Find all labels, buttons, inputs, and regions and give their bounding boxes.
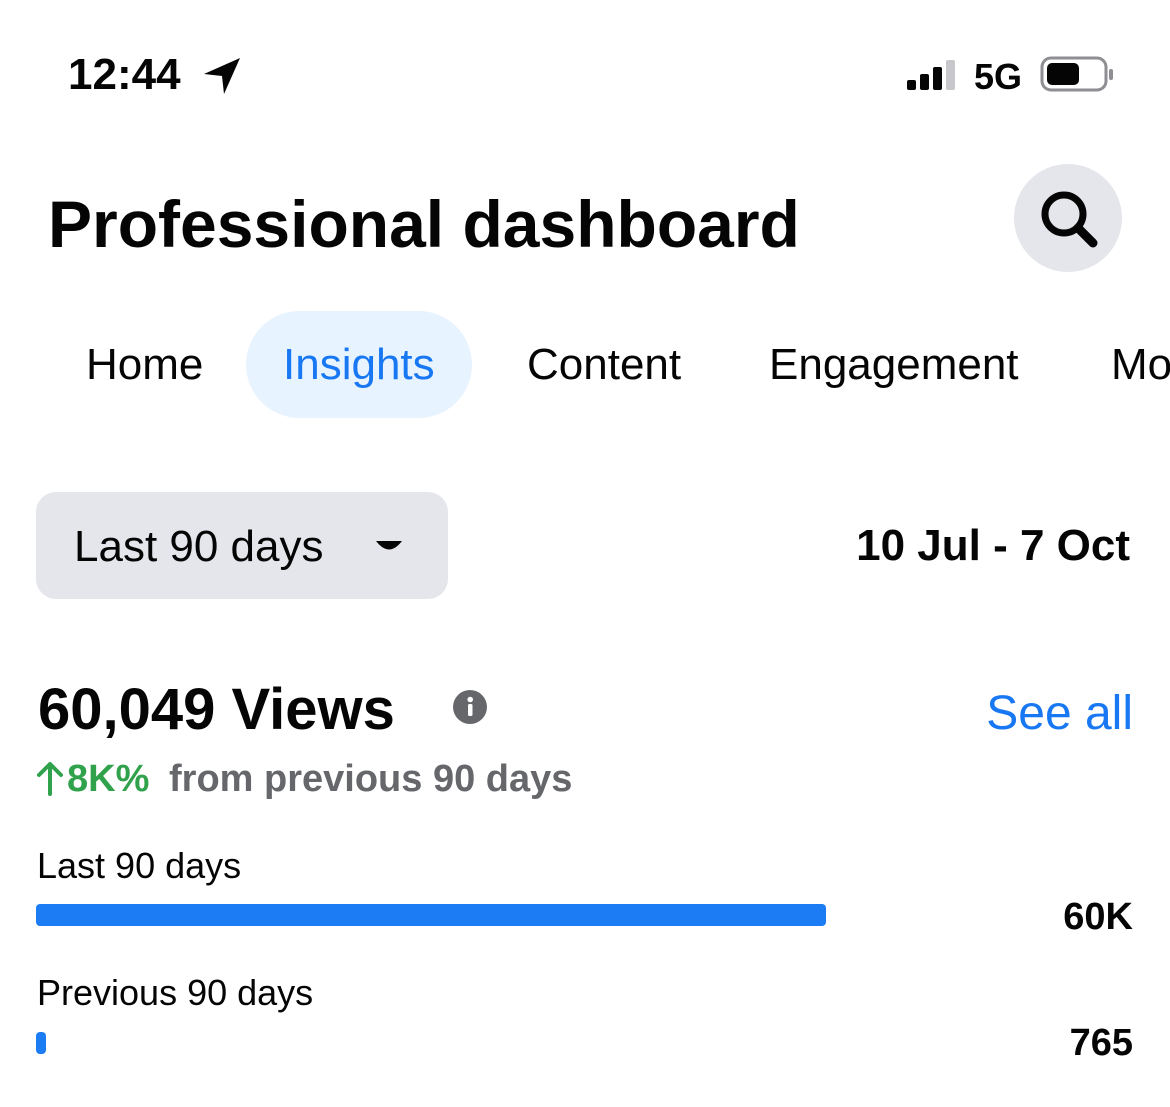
- up-arrow-icon: [37, 762, 63, 796]
- views-total: 60,049 Views: [38, 677, 395, 742]
- date-range: 10 Jul - 7 Oct: [856, 521, 1130, 570]
- row-label: Previous 90 days: [37, 972, 314, 1013]
- row-label: Last 90 days: [37, 845, 242, 886]
- caret-icon: [376, 541, 402, 550]
- see-all-link[interactable]: See all: [986, 687, 1133, 740]
- tab-active[interactable]: Insights: [246, 311, 472, 418]
- status-time: 12:44: [68, 50, 181, 99]
- range-dropdown[interactable]: Last 90 days: [36, 492, 448, 599]
- range-label: Last 90 days: [74, 522, 324, 571]
- bar: [36, 1032, 47, 1054]
- page-title: Professional dashboard: [48, 187, 800, 261]
- tab[interactable]: Content: [527, 340, 682, 389]
- row-value: 765: [1069, 1022, 1133, 1064]
- network-label: 5G: [974, 56, 1023, 97]
- views-change: 8K%: [67, 758, 150, 800]
- bar: [36, 904, 826, 926]
- views-change-text: from previous 90 days: [169, 758, 573, 800]
- tab[interactable]: Mo: [1111, 340, 1170, 389]
- battery-icon: [1040, 56, 1113, 92]
- search-button[interactable]: [1014, 164, 1122, 272]
- search-icon: [1041, 191, 1098, 248]
- tab[interactable]: Home: [86, 340, 204, 389]
- location-icon: [204, 58, 240, 94]
- info-icon[interactable]: [453, 690, 487, 724]
- signal-icon: [907, 60, 955, 90]
- tab[interactable]: Engagement: [769, 340, 1019, 389]
- row-value: 60K: [1063, 896, 1133, 938]
